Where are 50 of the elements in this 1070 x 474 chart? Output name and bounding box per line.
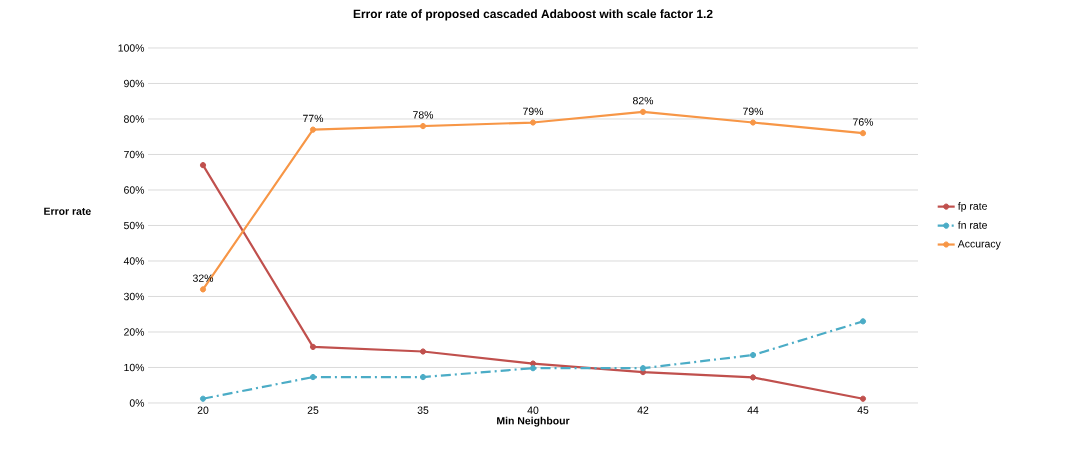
point [199,162,207,169]
y-tick-label: 30% [123,292,145,301]
point [529,360,537,367]
y-tick-label: 40% [123,257,145,265]
point [639,365,647,372]
point [749,374,757,381]
point [859,318,867,325]
y-tick-label: 70% [124,150,145,159]
data-label: 82% [632,96,654,105]
data-label: 79% [523,107,544,116]
y-tick-label: 100% [118,44,145,52]
x-tick-label: 25 [307,406,319,414]
y-tick-label: 10% [124,363,145,372]
point [419,122,427,130]
point [749,351,757,359]
x-tick-label: 42 [637,406,649,414]
chart-title: Error rate of proposed cascaded Adaboost with scale factor 1.2 [353,9,713,21]
point [859,395,867,402]
point [419,348,427,355]
point [859,130,867,137]
data-label: 78% [413,111,434,119]
y-tick-label: 90% [124,79,145,88]
y-tick-label: 80% [124,115,145,123]
legend-label: fp rate [957,202,987,212]
x-axis-title: Min Neighbour [497,416,570,427]
point [309,343,317,350]
y-tick-label: 20% [124,328,145,336]
x-tick-label: 35 [417,406,429,414]
y-axis-title: Error rate [44,207,91,215]
point [419,373,427,381]
legend-label: fn rate [957,221,987,229]
y-tick-label: 50% [123,221,145,230]
legend-label: Accuracy [957,240,1001,250]
data-label: 77% [303,114,324,123]
x-tick-label: 44 [747,406,759,414]
point [529,119,537,126]
data-label: 79% [743,107,764,116]
x-tick-label: 45 [857,406,869,414]
point [199,395,207,402]
point [749,119,757,126]
y-tick-label: 60% [124,186,145,194]
point [529,365,537,372]
point [309,126,317,133]
point [199,286,207,293]
x-tick-label: 40 [527,406,539,414]
point [309,373,317,381]
data-label: 76% [853,118,874,126]
y-tick-label: 0% [129,399,145,407]
x-tick-label: 20 [197,406,209,414]
point [639,108,647,115]
